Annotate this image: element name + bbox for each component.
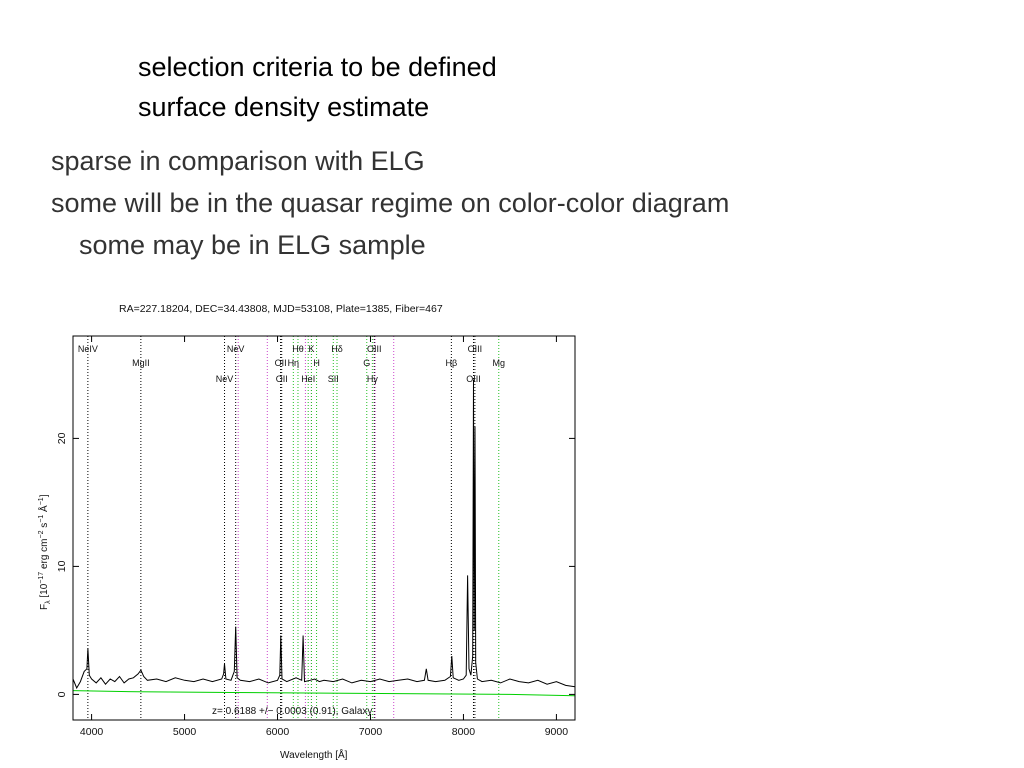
emission-label-nev-3: NeV [227, 344, 245, 354]
x-axis-label: Wavelength [Å] [280, 748, 348, 761]
x-axis: 4000 5000 6000 7000 8000 9000 [80, 336, 568, 738]
bullet-quasar-regime: some will be in the quasar regime on col… [51, 188, 730, 218]
emission-label-oiii-7: OIII [466, 374, 481, 384]
y-axis: 0 10 20 [56, 432, 575, 697]
absorption-label-h-5: Hδ [331, 344, 343, 354]
y-axis-label: Fλ [10−17 erg cm−2 s−1 Å−1] [37, 494, 52, 610]
bullet-sparse-comparison: sparse in comparison with ELG [51, 146, 425, 176]
emission-label-oiii-8: OIII [468, 344, 483, 354]
y-tick-label-10: 10 [56, 560, 68, 572]
x-tick-label-5000: 5000 [173, 726, 197, 738]
absorption-label-hei-4: HeI [301, 374, 315, 384]
absorption-label-h-3: H [313, 358, 320, 368]
x-tick-label-9000: 9000 [545, 726, 569, 738]
x-tick-label-6000: 6000 [266, 726, 290, 738]
x-tick-label-8000: 8000 [452, 726, 476, 738]
flux-series-line [72, 379, 576, 690]
y-tick-label-0: 0 [56, 691, 68, 697]
emission-label-oii-5: OII [276, 374, 288, 384]
y-tick-label-20: 20 [56, 432, 68, 444]
absorption-label-mg-9: Mg [493, 358, 506, 368]
emission-label-h-9: Hβ [446, 358, 458, 368]
absorption-label-h-8: Hγ [367, 374, 378, 384]
fit-annotation: z= 0.6188 +/− 0.0003 (0.91), Galaxy [212, 706, 372, 717]
absorption-label-g-7: G [363, 358, 370, 368]
x-tick-label-7000: 7000 [359, 726, 383, 738]
emission-label-oiii-6: OIII [367, 344, 382, 354]
absorption-label-k-2: K [308, 344, 314, 354]
emission-label-oii-4: OII [275, 358, 287, 368]
emission-label-nev-2: NeV [216, 374, 234, 384]
sub-bullet-surface-density: surface density estimate [138, 92, 430, 122]
emission-label-mgii-1: MgII [132, 358, 150, 368]
bullet-elg-sample: some may be in ELG sample [79, 230, 426, 260]
x-tick-label-4000: 4000 [80, 726, 104, 738]
absorption-label-h-1: Hη [288, 358, 300, 368]
absorption-label-sii-6: SII [328, 374, 339, 384]
sub-bullet-selection-criteria: selection criteria to be defined [138, 52, 497, 82]
sky-lines [237, 336, 395, 720]
line-markers [87, 336, 500, 720]
spectrum-chart: RA=227.18204, DEC=34.43808, MJD=53108, P… [37, 303, 576, 761]
emission-label-neiv-0: NeIV [78, 344, 98, 354]
error-series-line [72, 690, 576, 697]
absorption-label-h-0: Hθ [292, 344, 304, 354]
chart-title: RA=227.18204, DEC=34.43808, MJD=53108, P… [119, 303, 443, 315]
line-labels: NeIVMgIINeVNeVOIIOIIOIIIOIIIOIIIHβHθHηKH… [78, 344, 505, 384]
plot-frame [72, 335, 576, 721]
